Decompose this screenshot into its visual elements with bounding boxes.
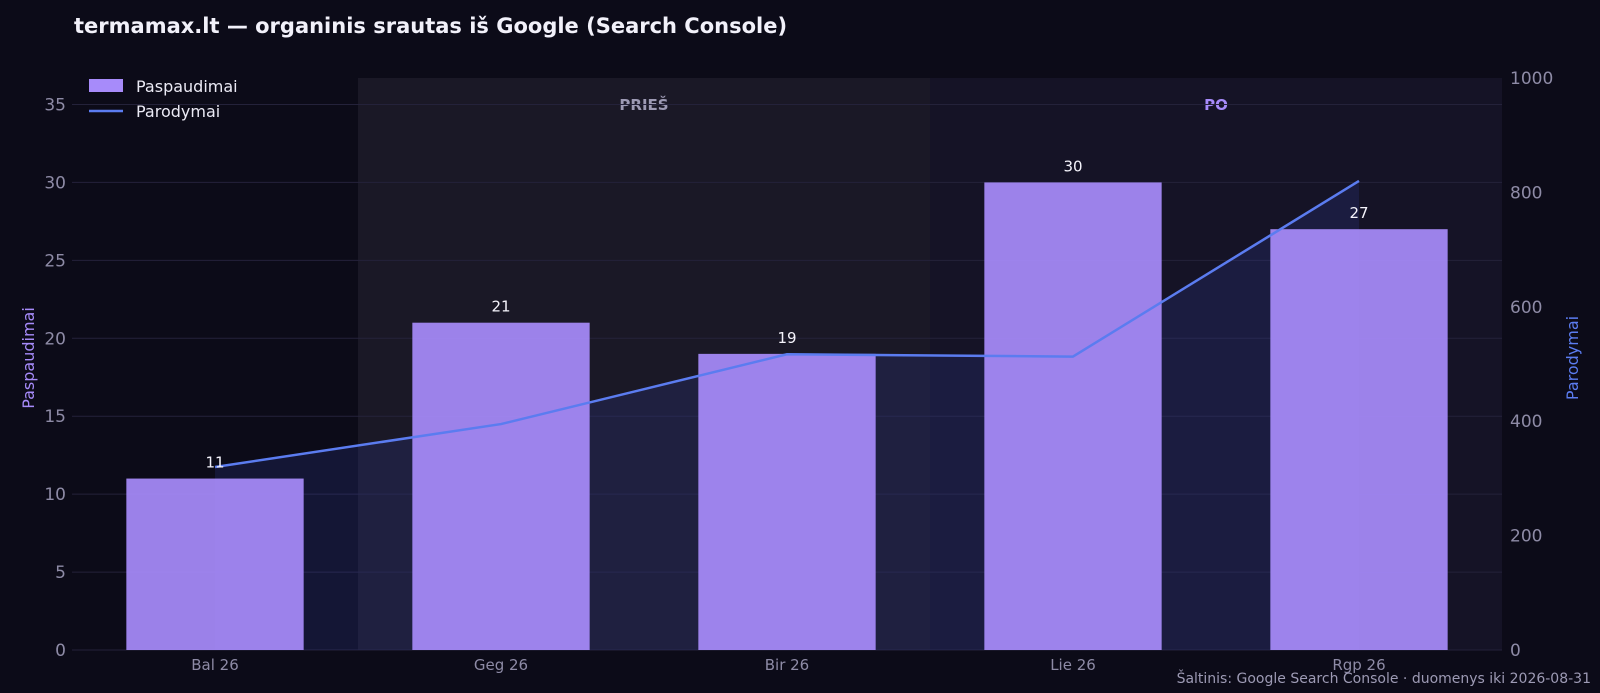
bar-value-label: 27 xyxy=(1349,204,1368,222)
bar xyxy=(412,322,590,650)
legend-bars-label: Paspaudimai xyxy=(136,77,238,96)
bar-value-label: 11 xyxy=(205,454,224,472)
y-tick-label: 10 xyxy=(44,485,66,505)
chart-title: termamax.lt — organinis srautas iš Googl… xyxy=(74,14,788,38)
y-tick-label: 25 xyxy=(44,251,66,271)
period-label-1: PO xyxy=(1204,96,1228,114)
bar-value-label: 21 xyxy=(491,298,510,316)
bar-value-label: 19 xyxy=(777,329,796,347)
y2-tick-label: 400 xyxy=(1510,412,1542,432)
legend-line-label: Parodymai xyxy=(136,102,220,121)
bar xyxy=(984,182,1162,651)
legend: Paspaudimai Parodymai xyxy=(89,77,238,121)
impressions-line-path xyxy=(214,179,1360,469)
x-tick-label: Bal 26 xyxy=(191,656,239,674)
y2-axis-label: Parodymai xyxy=(1563,316,1582,400)
bars xyxy=(126,182,1448,651)
y-tick-label: 5 xyxy=(55,563,66,583)
y-axis-label: Paspaudimai xyxy=(19,307,38,409)
impressions-line xyxy=(214,179,1360,469)
bar-value-labels: 11 21 19 30 27 xyxy=(205,157,1368,471)
x-tick-label: Rgp 26 xyxy=(1332,656,1385,674)
x-tick-label: Lie 26 xyxy=(1050,656,1096,674)
y2-tick-label: 1000 xyxy=(1510,69,1553,89)
axes: Paspaudimai Parodymai 0 5 10 15 20 25 30 35 0 200… xyxy=(19,69,1582,674)
legend-bar-swatch xyxy=(89,79,123,92)
bar xyxy=(1270,229,1448,650)
bar-value-label: 30 xyxy=(1063,157,1082,175)
source-note: Šaltinis: Google Search Console · duomen… xyxy=(1176,671,1591,687)
bar xyxy=(126,478,304,650)
y-tick-label: 35 xyxy=(44,95,66,115)
y2-tick-label: 600 xyxy=(1510,298,1542,318)
y-tick-label: 0 xyxy=(55,641,66,661)
y2-tick-label: 200 xyxy=(1510,527,1542,547)
bar xyxy=(698,353,876,650)
x-tick-label: Bir 26 xyxy=(765,656,809,674)
y-tick-label: 15 xyxy=(44,407,66,427)
x-tick-label: Geg 26 xyxy=(474,656,528,674)
y2-tick-label: 0 xyxy=(1510,641,1521,661)
y-tick-label: 30 xyxy=(44,173,66,193)
y-tick-label: 20 xyxy=(44,329,66,349)
y2-tick-label: 800 xyxy=(1510,183,1542,203)
